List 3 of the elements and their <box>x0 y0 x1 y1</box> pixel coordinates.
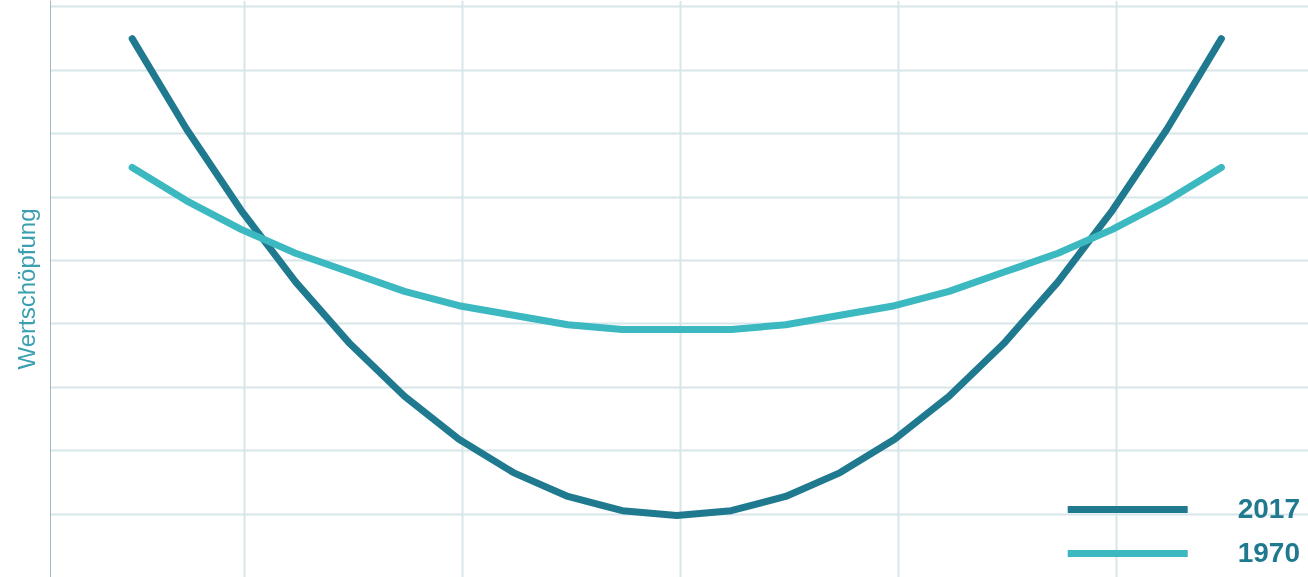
y-axis-title: Wertschöpfung <box>12 208 40 370</box>
legend-label: 2017 <box>1237 493 1300 525</box>
legend-label: 1970 <box>1237 537 1300 569</box>
